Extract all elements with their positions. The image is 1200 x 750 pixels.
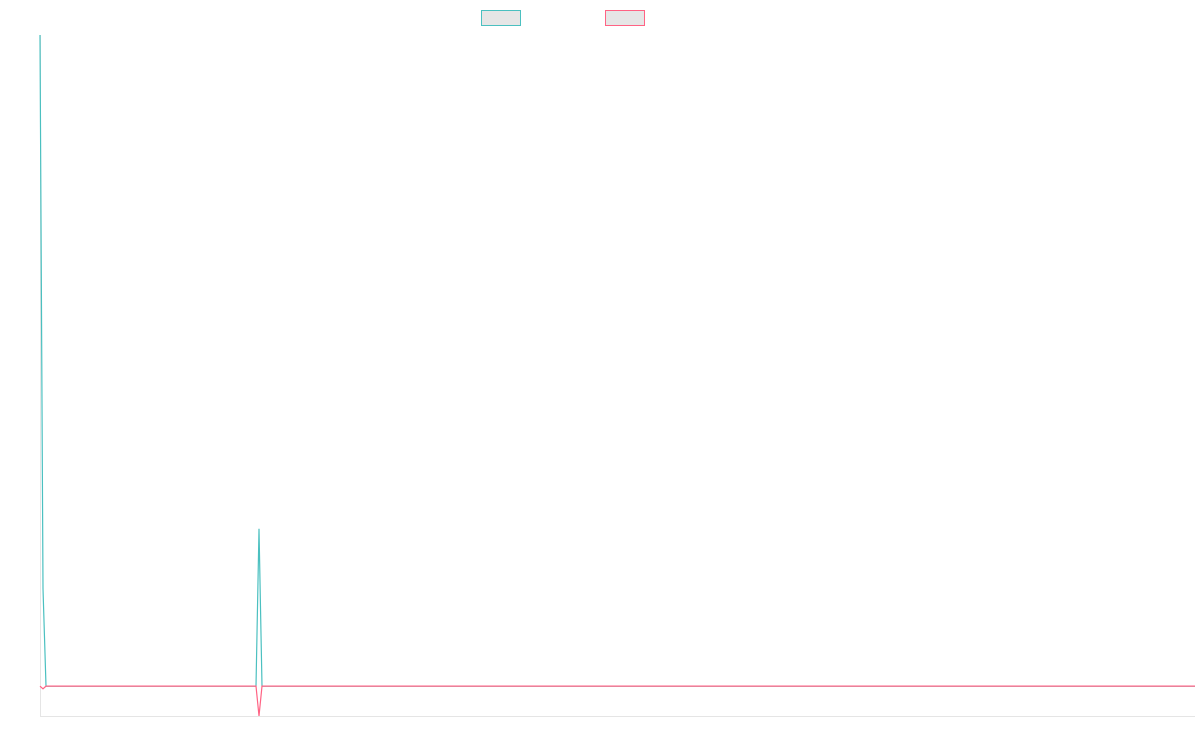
line-series xyxy=(39,34,1195,687)
legend-swatch xyxy=(481,10,521,26)
line-series xyxy=(39,685,1195,717)
legend-swatch xyxy=(605,10,645,26)
legend xyxy=(481,10,645,26)
